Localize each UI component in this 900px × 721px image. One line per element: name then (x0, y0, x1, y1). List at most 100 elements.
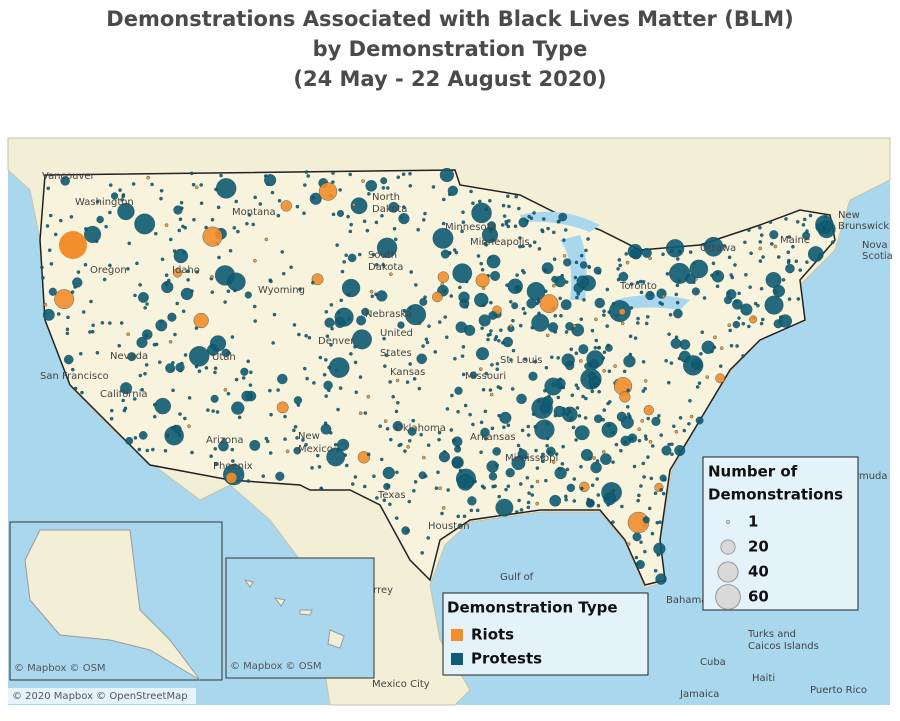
demonstration-dot (695, 416, 704, 425)
demonstration-dot (59, 218, 63, 223)
demonstration-dot (537, 247, 542, 251)
demonstration-dot (634, 555, 639, 560)
demonstration-dot (295, 436, 299, 440)
demonstration-dot (517, 206, 521, 211)
demonstration-dot (295, 204, 300, 209)
map-label: New (298, 431, 320, 442)
demonstration-dot (695, 385, 700, 389)
demonstration-dot (46, 186, 51, 191)
demonstration-dot (530, 484, 534, 489)
demonstration-dot (311, 273, 324, 286)
demonstration-dot (318, 182, 338, 201)
demonstration-dot (579, 317, 584, 322)
demonstration-dot (350, 482, 355, 486)
demonstration-dot (488, 388, 493, 392)
demonstration-dot (427, 324, 431, 328)
demonstration-dot (758, 259, 763, 263)
demonstration-dot (378, 424, 382, 428)
demonstration-dot (659, 488, 663, 492)
demonstration-dot (497, 339, 501, 343)
demonstration-dot (556, 356, 560, 360)
demonstration-dot (188, 346, 210, 367)
demonstration-dot (84, 225, 102, 243)
demonstration-dot (305, 376, 309, 381)
demonstration-dot (358, 375, 363, 379)
demonstration-dot (426, 443, 431, 447)
demonstration-dot (554, 466, 567, 480)
map-label: Ottawa (700, 243, 736, 254)
demonstration-dot (730, 275, 735, 280)
demonstration-dot (65, 331, 70, 336)
demonstration-dot (534, 448, 538, 453)
demonstration-dot (173, 332, 177, 337)
demonstration-dot (289, 265, 293, 270)
map-label: Nova (862, 240, 888, 251)
demonstration-dot (506, 484, 511, 489)
demonstration-dot (646, 455, 650, 459)
demonstration-dot (558, 296, 562, 301)
demonstration-dot (649, 476, 654, 481)
demonstration-dot (642, 516, 650, 524)
demonstration-dot (536, 297, 541, 302)
demonstration-dot (252, 304, 257, 309)
demonstration-dot (596, 345, 601, 350)
demonstration-dot (663, 477, 667, 482)
demonstration-dot (616, 267, 620, 271)
demonstration-dot (310, 466, 314, 470)
demonstration-dot (516, 443, 521, 448)
demonstration-dot (622, 369, 627, 374)
demonstration-dot (380, 213, 384, 218)
demonstration-dot (253, 319, 257, 323)
demonstration-dot (607, 423, 611, 428)
demonstration-dot (365, 179, 378, 192)
demonstration-dot (269, 279, 273, 284)
map-label: Dakota (368, 262, 403, 273)
demonstration-dot (319, 486, 324, 491)
demonstration-dot (477, 199, 482, 204)
map-label: Minnesota (445, 222, 497, 233)
demonstration-dot (231, 401, 245, 415)
map-label: Texas (377, 490, 406, 501)
demonstration-dot (416, 227, 420, 232)
demonstration-dot (486, 460, 499, 473)
demonstration-dot (237, 415, 242, 420)
demonstration-dot (613, 364, 617, 368)
type-legend (442, 592, 649, 676)
demonstration-dot (533, 359, 538, 364)
demonstration-dot (572, 477, 577, 481)
demonstration-dot (579, 464, 583, 469)
demonstration-dot (547, 450, 552, 454)
demonstration-dot (489, 300, 493, 305)
demonstration-dot (146, 175, 150, 180)
size-swatch (720, 539, 736, 555)
demonstration-dot (369, 289, 374, 294)
demonstration-dot (773, 244, 778, 249)
demonstration-dot (54, 289, 75, 309)
demonstration-dot (658, 301, 662, 305)
demonstration-dot (108, 263, 112, 268)
demonstration-dot (217, 255, 221, 260)
demonstration-dot (443, 315, 448, 319)
demonstration-dot (183, 416, 187, 421)
demonstration-dot (601, 417, 606, 422)
demonstration-dot (495, 463, 499, 468)
demonstration-dot (335, 243, 339, 247)
demonstration-dot (482, 486, 486, 490)
demonstration-dot (397, 321, 405, 329)
demonstration-dot (109, 416, 114, 421)
demonstration-dot (798, 268, 803, 272)
demonstration-dot (643, 549, 647, 554)
demonstration-dot (579, 253, 584, 258)
demonstration-dot (478, 367, 483, 371)
demonstration-dot (674, 335, 679, 339)
demonstration-dot (518, 447, 523, 452)
demonstration-dot (661, 445, 672, 456)
demonstration-dot (214, 462, 218, 466)
demonstration-dot (94, 239, 99, 244)
demonstration-dot (138, 283, 142, 287)
demonstration-dot (409, 270, 414, 274)
demonstration-dot (365, 228, 370, 233)
demonstration-dot (483, 409, 488, 414)
demonstration-dot (635, 559, 645, 569)
demonstration-dot (563, 228, 568, 232)
